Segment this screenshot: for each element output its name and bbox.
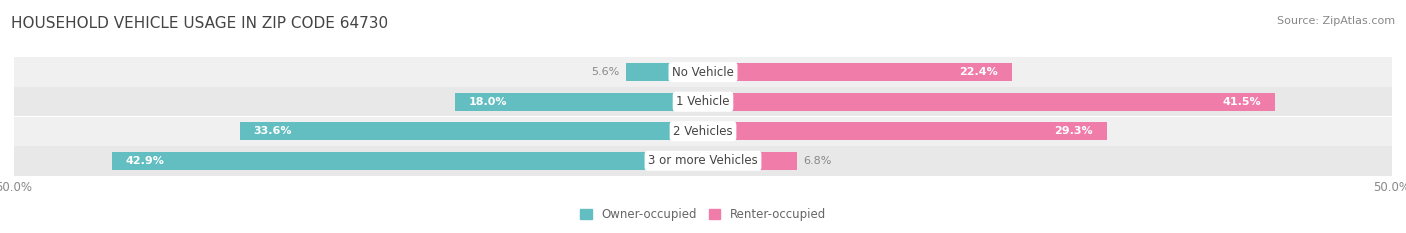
Text: 41.5%: 41.5% bbox=[1222, 97, 1261, 107]
Text: 29.3%: 29.3% bbox=[1054, 126, 1092, 136]
Bar bbox=[626, 63, 703, 81]
Text: Source: ZipAtlas.com: Source: ZipAtlas.com bbox=[1277, 16, 1395, 26]
Text: 22.4%: 22.4% bbox=[959, 67, 998, 77]
Text: 33.6%: 33.6% bbox=[254, 126, 292, 136]
Text: 6.8%: 6.8% bbox=[804, 156, 832, 166]
Bar bbox=[14, 116, 1392, 146]
Bar bbox=[14, 146, 1392, 176]
Bar bbox=[703, 122, 1107, 140]
Bar bbox=[112, 152, 703, 170]
Text: 3 or more Vehicles: 3 or more Vehicles bbox=[648, 154, 758, 167]
Bar bbox=[456, 93, 703, 111]
Bar bbox=[703, 152, 797, 170]
Text: 1 Vehicle: 1 Vehicle bbox=[676, 95, 730, 108]
Bar bbox=[703, 93, 1275, 111]
Text: 42.9%: 42.9% bbox=[125, 156, 165, 166]
Text: 5.6%: 5.6% bbox=[591, 67, 619, 77]
Bar bbox=[14, 87, 1392, 116]
Text: 2 Vehicles: 2 Vehicles bbox=[673, 125, 733, 138]
Bar bbox=[703, 63, 1012, 81]
Text: HOUSEHOLD VEHICLE USAGE IN ZIP CODE 64730: HOUSEHOLD VEHICLE USAGE IN ZIP CODE 6473… bbox=[11, 16, 388, 31]
Bar bbox=[240, 122, 703, 140]
Text: 18.0%: 18.0% bbox=[468, 97, 508, 107]
Text: No Vehicle: No Vehicle bbox=[672, 66, 734, 79]
Legend: Owner-occupied, Renter-occupied: Owner-occupied, Renter-occupied bbox=[575, 203, 831, 226]
Bar bbox=[14, 57, 1392, 87]
